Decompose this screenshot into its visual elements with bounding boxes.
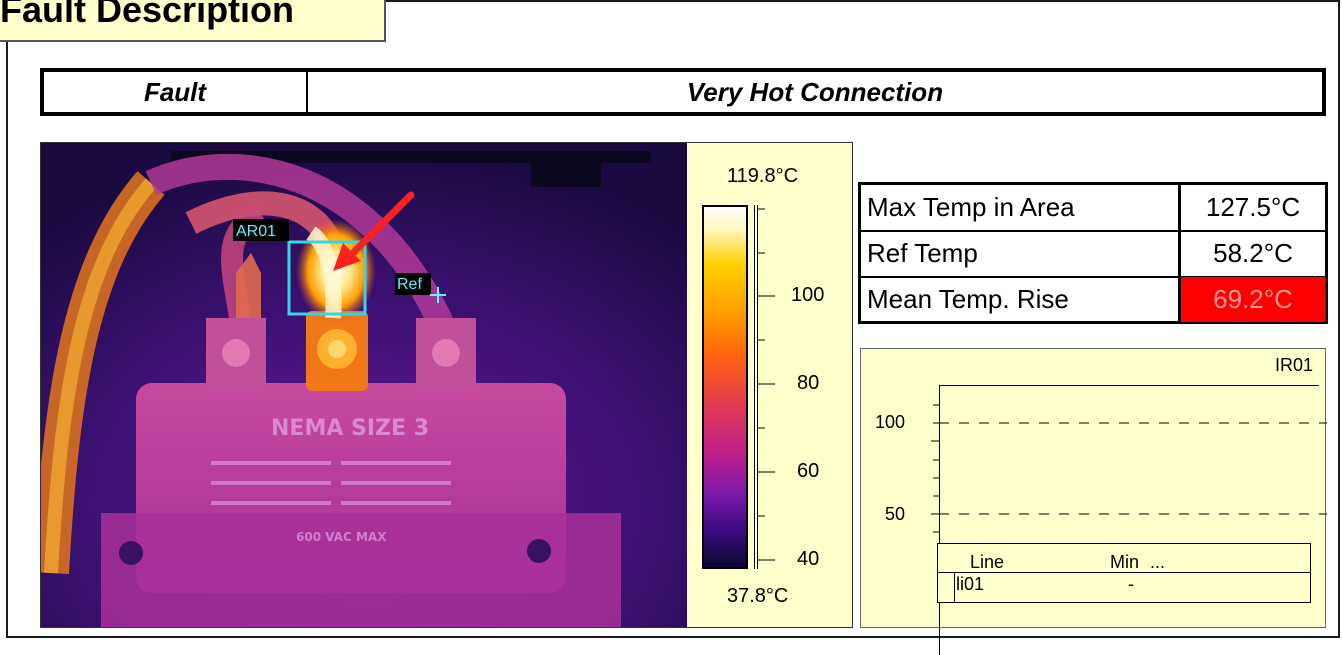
table-row: Max Temp in Area 127.5°C bbox=[861, 185, 1325, 232]
row-value: 127.5°C bbox=[1205, 192, 1301, 222]
header-line: Line bbox=[970, 552, 1005, 572]
temperature-rise-value: 69.2°C bbox=[1181, 277, 1325, 322]
color-scale-bar bbox=[702, 205, 748, 569]
dark-bar bbox=[171, 151, 651, 163]
profile-plot-grid bbox=[931, 404, 1327, 533]
profile-name: IR01 bbox=[1274, 355, 1313, 375]
fault-value: Very Hot Connection bbox=[686, 76, 944, 107]
profile-panel: IR01 100 50 Line Min ... li01 - bbox=[860, 348, 1327, 655]
temperature-table: Max Temp in Area 127.5°C Ref Temp 58.2°C… bbox=[858, 182, 1328, 324]
line-min-value: - bbox=[1128, 574, 1134, 594]
row-label: Mean Temp. Rise bbox=[861, 277, 1181, 322]
scale-tick-40: 40 bbox=[797, 548, 820, 570]
nameplate-title: NEMA SIZE 3 bbox=[271, 416, 429, 441]
area-box-ar01[interactable] bbox=[287, 240, 367, 316]
frame-top-border bbox=[386, 0, 1340, 2]
scale-tick-80: 80 bbox=[797, 372, 820, 394]
scale-axis bbox=[754, 205, 758, 569]
scale-ticks bbox=[757, 208, 775, 561]
fault-label: Fault bbox=[44, 72, 308, 112]
scale-tick-100: 100 bbox=[791, 284, 825, 306]
infrared-image[interactable]: NEMA SIZE 3 600 VAC MAX AR01 Ref bbox=[40, 142, 688, 628]
row-value: 58.2°C bbox=[1213, 238, 1293, 268]
section-title-text: Fault Description bbox=[0, 0, 295, 30]
area-tag-bg bbox=[233, 219, 289, 241]
nameplate-rating: 600 VAC MAX bbox=[296, 530, 387, 544]
thermal-scene: NEMA SIZE 3 600 VAC MAX AR01 Ref bbox=[41, 143, 687, 627]
scale-max-label: 119.8°C bbox=[727, 165, 799, 187]
fault-table: Fault Very Hot Connection bbox=[40, 68, 1326, 116]
profile-y-tick-100: 100 bbox=[875, 412, 906, 432]
row-label: Ref Temp bbox=[861, 231, 1181, 276]
row-label: Max Temp in Area bbox=[861, 185, 1181, 230]
header-more: ... bbox=[1150, 552, 1166, 572]
ref-tag-bg bbox=[395, 273, 431, 295]
ref-crosshair-icon[interactable] bbox=[430, 287, 446, 303]
table-row: Mean Temp. Rise 69.2°C bbox=[861, 277, 1325, 322]
profile-y-tick-50: 50 bbox=[885, 504, 906, 524]
scale-tick-60: 60 bbox=[797, 460, 820, 482]
scale-min-label: 37.8°C bbox=[727, 585, 789, 607]
red-arrow-icon bbox=[333, 191, 415, 271]
profile-plot-area bbox=[939, 385, 1319, 655]
area-tag: AR01 bbox=[236, 223, 276, 240]
section-title: Fault Description bbox=[0, 0, 386, 42]
header-min: Min bbox=[1110, 552, 1140, 572]
profile-line-table: Line Min ... li01 - bbox=[937, 543, 1311, 603]
line-id: li01 bbox=[956, 574, 985, 594]
table-row: Ref Temp 58.2°C bbox=[861, 231, 1325, 278]
temperature-scale: 119.8°C 100 80 60 40 37.8°C bbox=[687, 142, 853, 628]
ref-tag: Ref bbox=[397, 276, 422, 293]
report-frame bbox=[6, 0, 1340, 638]
